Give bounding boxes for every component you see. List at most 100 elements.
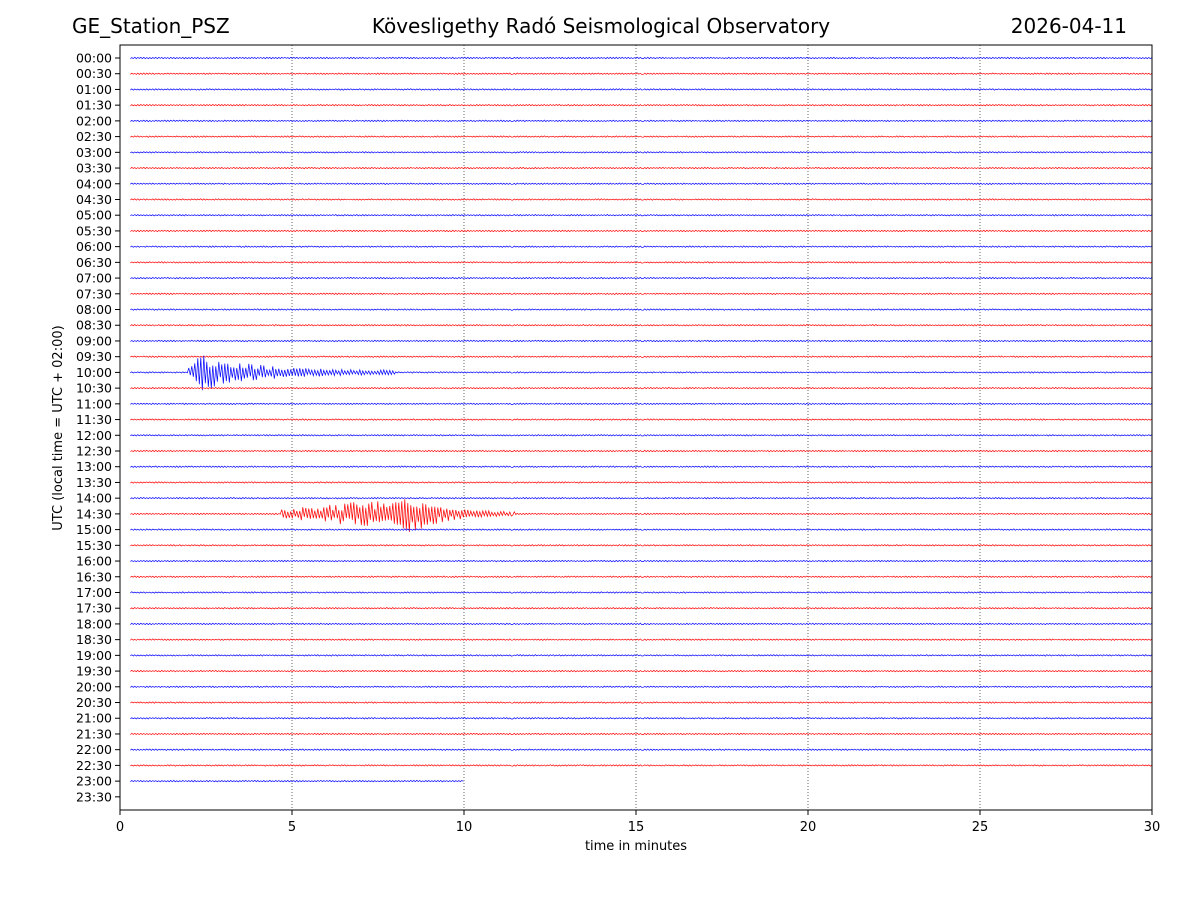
y-tick-label: 14:00 xyxy=(76,491,112,506)
trace-1600 xyxy=(130,559,1153,563)
y-tick-label: 01:30 xyxy=(76,98,112,113)
y-tick-label: 07:00 xyxy=(76,271,112,286)
trace-0730 xyxy=(130,292,1153,296)
trace-1300 xyxy=(130,465,1153,468)
y-tick-label: 16:00 xyxy=(76,554,112,569)
y-tick-label: 06:00 xyxy=(76,239,112,254)
trace-2200 xyxy=(130,748,1153,751)
trace-0130 xyxy=(130,103,1153,107)
x-tick-label: 10 xyxy=(456,820,473,835)
y-tick-label: 17:00 xyxy=(76,585,112,600)
y-tick-label: 20:00 xyxy=(76,679,112,694)
trace-1030 xyxy=(130,386,1153,390)
trace-1500 xyxy=(130,528,1152,531)
y-tick-label: 19:00 xyxy=(76,648,112,663)
y-tick-label: 09:00 xyxy=(76,333,112,348)
trace-0930 xyxy=(130,355,1153,358)
trace-0100 xyxy=(130,88,1153,91)
trace-0200 xyxy=(130,119,1153,123)
y-tick-label: 07:30 xyxy=(76,286,112,301)
trace-1000 xyxy=(130,355,1152,391)
y-axis-label: UTC (local time = UTC + 02:00) xyxy=(51,325,66,530)
trace-0030 xyxy=(130,72,1153,75)
y-tick-label: 16:30 xyxy=(76,569,112,584)
y-tick-label: 21:00 xyxy=(76,711,112,726)
y-tick-label: 01:00 xyxy=(76,82,112,97)
y-tick-label: 03:30 xyxy=(76,161,112,176)
y-tick-label: 00:30 xyxy=(76,66,112,81)
y-tick-label: 22:00 xyxy=(76,742,112,757)
y-tick-label: 08:00 xyxy=(76,302,112,317)
trace-1930 xyxy=(130,669,1153,673)
trace-0530 xyxy=(130,229,1153,233)
y-tick-label: 04:00 xyxy=(76,176,112,191)
y-tick-label: 19:30 xyxy=(76,664,112,679)
trace-1400 xyxy=(130,496,1152,500)
station-name: GE_Station_PSZ xyxy=(72,14,230,38)
y-tick-label: 10:00 xyxy=(76,365,112,380)
x-tick-label: 25 xyxy=(972,820,989,835)
y-tick-label: 13:30 xyxy=(76,475,112,490)
seismic-traces xyxy=(130,56,1153,783)
y-tick-label: 12:30 xyxy=(76,444,112,459)
chart-title: Kövesligethy Radó Seismological Observat… xyxy=(371,14,831,38)
trace-1700 xyxy=(130,591,1153,594)
y-tick-label: 23:00 xyxy=(76,774,112,789)
trace-0600 xyxy=(130,245,1152,248)
y-tick-label: 11:30 xyxy=(76,412,112,427)
trace-1230 xyxy=(130,449,1152,453)
trace-0800 xyxy=(130,308,1153,311)
trace-0700 xyxy=(130,276,1153,280)
y-tick-label: 18:30 xyxy=(76,632,112,647)
trace-0400 xyxy=(130,182,1153,185)
y-tick-label: 09:30 xyxy=(76,349,112,364)
y-tick-label: 20:30 xyxy=(76,695,112,710)
y-tick-label: 02:00 xyxy=(76,113,112,128)
y-tick-label: 23:30 xyxy=(76,789,112,804)
trace-0430 xyxy=(130,198,1153,201)
trace-0630 xyxy=(130,261,1153,264)
y-tick-label: 21:30 xyxy=(76,726,112,741)
trace-0230 xyxy=(130,135,1152,138)
grid-lines xyxy=(291,45,981,810)
y-tick-label: 13:00 xyxy=(76,459,112,474)
trace-2130 xyxy=(130,732,1152,736)
trace-2030 xyxy=(130,701,1153,704)
x-tick-label: 30 xyxy=(1144,820,1161,835)
trace-1830 xyxy=(130,638,1153,641)
x-tick-label: 5 xyxy=(288,820,296,835)
y-tick-label: 12:00 xyxy=(76,428,112,443)
trace-1530 xyxy=(130,544,1152,547)
trace-1130 xyxy=(130,418,1152,421)
y-tick-label: 03:00 xyxy=(76,145,112,160)
y-tick-label: 00:00 xyxy=(76,51,112,66)
y-tick-label: 11:00 xyxy=(76,396,112,411)
trace-1200 xyxy=(130,434,1152,437)
y-tick-label: 06:30 xyxy=(76,255,112,270)
trace-2100 xyxy=(130,717,1153,720)
trace-1430 xyxy=(130,499,1153,532)
y-tick-label: 14:30 xyxy=(76,506,112,521)
y-tick-label: 10:30 xyxy=(76,381,112,396)
trace-1100 xyxy=(130,402,1153,406)
trace-1330 xyxy=(130,481,1152,484)
trace-0330 xyxy=(130,166,1152,170)
chart-date: 2026-04-11 xyxy=(1010,14,1127,38)
x-tick-label: 0 xyxy=(116,820,124,835)
trace-0830 xyxy=(130,324,1153,327)
x-axis-ticks: 0 5 10 15 20 25 30 xyxy=(116,810,1160,835)
trace-0000 xyxy=(130,56,1153,60)
y-axis-ticks: 00:0000:3001:0001:3002:0002:3003:0003:30… xyxy=(76,51,120,804)
y-tick-label: 02:30 xyxy=(76,129,112,144)
x-tick-label: 15 xyxy=(628,820,645,835)
trace-2300 xyxy=(130,779,464,783)
x-tick-label: 20 xyxy=(800,820,817,835)
y-tick-label: 08:30 xyxy=(76,318,112,333)
y-tick-label: 15:30 xyxy=(76,538,112,553)
trace-2000 xyxy=(130,685,1153,689)
trace-2230 xyxy=(130,764,1153,767)
y-tick-label: 05:00 xyxy=(76,208,112,223)
x-axis-label: time in minutes xyxy=(585,839,687,854)
y-tick-label: 15:00 xyxy=(76,522,112,537)
